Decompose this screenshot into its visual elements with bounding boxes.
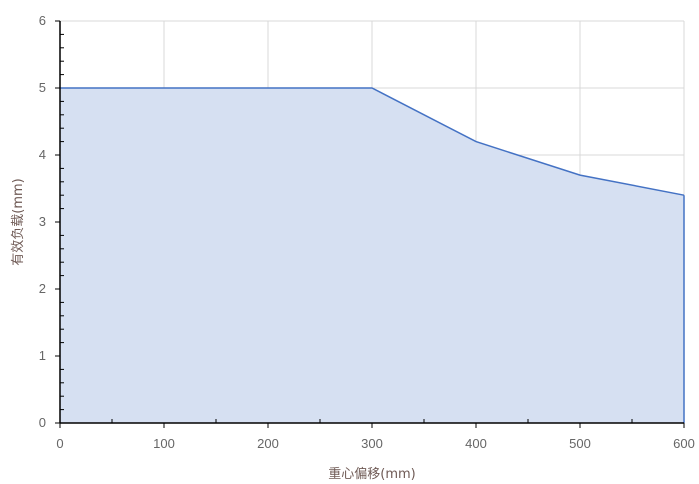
x-axis-title: 重心偏移(mm)	[328, 466, 415, 482]
y-tick-label: 6	[39, 13, 46, 28]
data-points	[163, 87, 685, 423]
payload-line	[60, 87, 685, 196]
y-axis-title: 有效负载(mm)	[11, 178, 26, 265]
y-tick-label: 1	[39, 348, 46, 363]
y-tick-label: 5	[39, 80, 46, 95]
y-tick-label: 3	[39, 214, 46, 229]
data-point	[475, 141, 477, 143]
x-tick-label: 500	[569, 436, 591, 451]
x-tick-label: 400	[465, 436, 487, 451]
x-tick-label: 200	[257, 436, 279, 451]
x-tick-label: 100	[153, 436, 175, 451]
data-point	[163, 87, 165, 89]
payload-area	[60, 88, 684, 423]
x-tick-labels: 0 100 200 300 400 500 600	[56, 436, 694, 451]
y-tick-label: 2	[39, 281, 46, 296]
x-tick-label: 300	[361, 436, 383, 451]
axes	[55, 20, 685, 428]
y-tick-label: 0	[39, 415, 46, 430]
data-point	[683, 194, 685, 196]
data-point	[267, 87, 269, 89]
x-tick-label: 600	[673, 436, 695, 451]
y-tick-labels: 0 1 2 3 4 5 6	[39, 13, 46, 430]
x-tick-label: 0	[56, 436, 63, 451]
data-point	[579, 174, 581, 176]
data-point	[371, 87, 373, 89]
y-tick-label: 4	[39, 147, 46, 162]
